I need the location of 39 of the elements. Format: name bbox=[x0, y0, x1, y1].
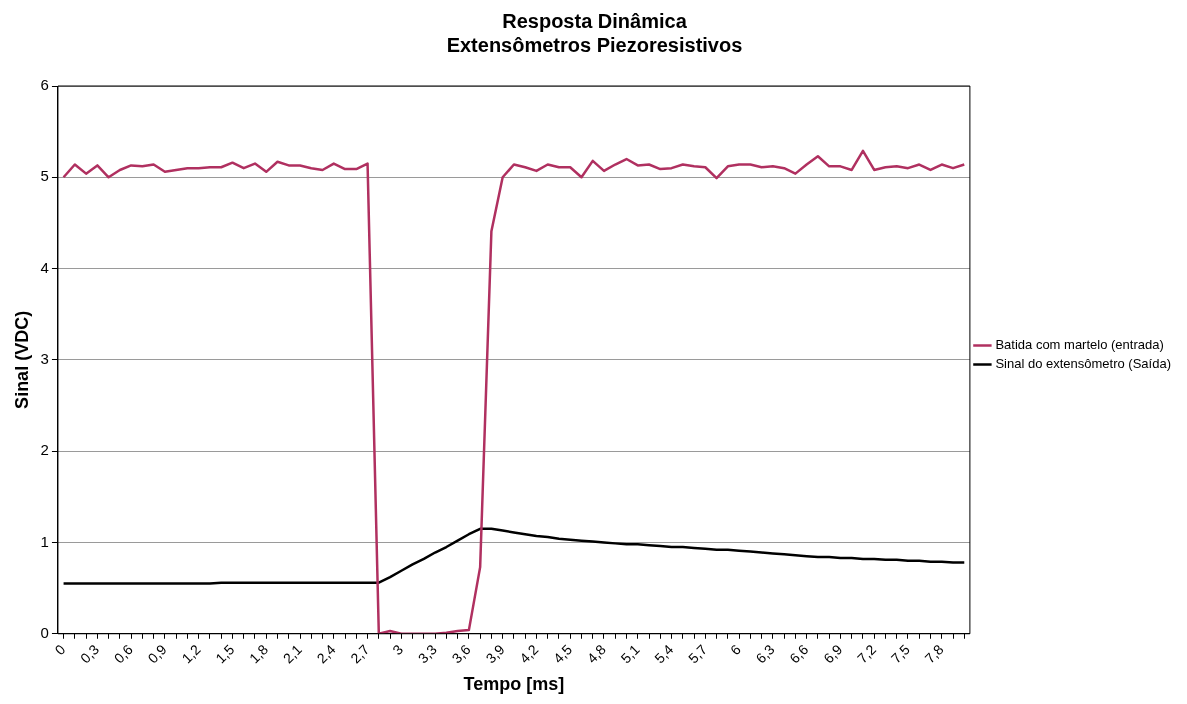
y-tick-label: 1 bbox=[40, 532, 49, 550]
x-tick-label: 3 bbox=[389, 641, 407, 659]
x-tick-label: 6 bbox=[727, 641, 745, 659]
y-tick-label: 5 bbox=[40, 167, 49, 185]
x-tick-label: 7,2 bbox=[853, 641, 880, 667]
x-tick-label: 0,9 bbox=[144, 641, 170, 667]
x-tick-label: 0 bbox=[51, 641, 69, 659]
x-tick-label: 5,4 bbox=[651, 641, 677, 667]
x-tick-label: 1,5 bbox=[212, 641, 238, 667]
chart-title: Resposta Dinâmica Extensômetros Piezoresistivos bbox=[446, 9, 743, 56]
legend-label: Batida com martelo (entrada) bbox=[995, 337, 1164, 353]
x-tick-label: 6,6 bbox=[786, 641, 812, 667]
x-tick-label: 7,5 bbox=[887, 641, 913, 667]
x-tick-label: 6,3 bbox=[752, 641, 778, 667]
y-tick-label: 6 bbox=[40, 76, 49, 94]
x-tick-label: 7,8 bbox=[921, 641, 947, 667]
x-tick-label: 0,3 bbox=[77, 641, 103, 667]
y-tick-label: 0 bbox=[40, 623, 49, 641]
x-tick-label: 0,6 bbox=[110, 641, 137, 667]
x-tick-label: 2,4 bbox=[313, 641, 339, 667]
y-axis-title: Sinal (VDC) bbox=[11, 310, 32, 409]
x-tick-label: 4,8 bbox=[583, 641, 609, 667]
x-tick-label: 4,5 bbox=[549, 641, 576, 667]
x-tick-label: 6,9 bbox=[820, 641, 846, 667]
y-tick-label: 3 bbox=[40, 350, 49, 368]
x-tick-label: 1,8 bbox=[246, 641, 272, 667]
x-tick-label: 3,9 bbox=[482, 641, 508, 667]
x-tick-label: 5,1 bbox=[617, 641, 643, 667]
x-tick-label: 3,6 bbox=[448, 641, 474, 667]
x-tick-label: 2,7 bbox=[347, 641, 373, 667]
x-tick-label: 3,3 bbox=[414, 641, 441, 667]
x-tick-label: 4,2 bbox=[516, 641, 542, 667]
y-tick-label: 4 bbox=[40, 258, 49, 276]
x-tick-label: 1,2 bbox=[178, 641, 204, 667]
x-tick-label: 2,1 bbox=[279, 641, 305, 667]
legend-label: Sinal do extensômetro (Saída) bbox=[995, 356, 1172, 372]
x-tick-label: 5,7 bbox=[685, 641, 711, 667]
y-tick-label: 2 bbox=[40, 441, 49, 459]
x-axis-title: Tempo [ms] bbox=[463, 674, 565, 695]
